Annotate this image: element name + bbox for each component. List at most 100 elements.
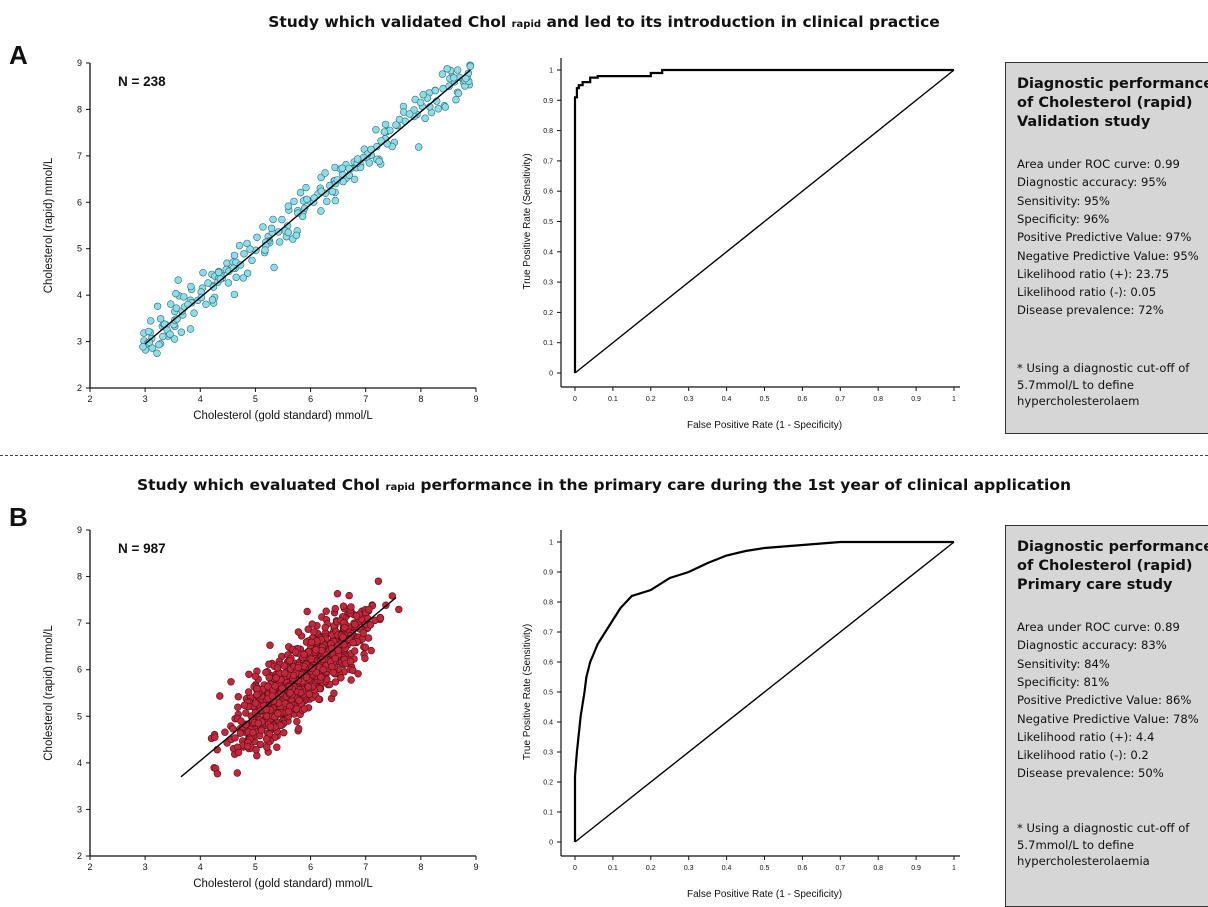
data-point <box>155 341 163 349</box>
data-point <box>236 261 245 269</box>
data-point <box>350 175 359 184</box>
data-point <box>300 650 308 659</box>
x-tick-label: 9 <box>473 862 478 872</box>
data-point <box>300 204 309 212</box>
data-point <box>302 673 311 682</box>
performance-box-a-line: Area under ROC curve: 0.99 <box>1017 157 1180 171</box>
data-point <box>317 673 325 681</box>
data-point <box>269 215 277 224</box>
x-tick-label: 0.4 <box>722 396 732 403</box>
panel-letter-b: B <box>9 502 28 532</box>
x-tick-label: 6 <box>308 862 313 872</box>
data-point <box>380 128 389 136</box>
y-tick-label: 8 <box>77 572 82 582</box>
data-point <box>187 282 195 291</box>
data-point <box>284 707 293 716</box>
data-point <box>302 183 310 192</box>
data-point <box>148 344 157 352</box>
data-point <box>364 634 373 642</box>
y-tick-label: 0.3 <box>543 280 553 287</box>
x-tick-label: 0.7 <box>835 865 845 872</box>
data-point <box>323 197 331 206</box>
data-point <box>174 276 182 284</box>
data-point <box>291 648 300 656</box>
performance-box-a-title: Diagnostic performance of Cholesterol (r… <box>1017 76 1208 130</box>
data-point <box>328 663 336 671</box>
data-point <box>239 274 248 282</box>
data-point <box>315 695 323 703</box>
data-point <box>208 296 217 304</box>
y-tick-label: 0.3 <box>543 750 553 757</box>
y-tick-label: 8 <box>77 104 82 114</box>
data-point <box>270 263 278 272</box>
regression-line <box>180 596 397 778</box>
data-point <box>248 256 256 265</box>
data-point <box>290 197 298 206</box>
data-point <box>259 223 267 231</box>
panel-letter-a: A <box>9 40 28 70</box>
data-point <box>388 592 396 600</box>
data-point <box>231 734 239 742</box>
data-point <box>361 643 369 651</box>
panel-b-title-post: performance in the primary care during t… <box>414 476 1072 494</box>
data-point <box>441 103 449 111</box>
data-point <box>450 74 458 82</box>
performance-box-a-line: Sensitivity: 95% <box>1017 193 1110 208</box>
performance-box-a-line: Negative Predictive Value: 95% <box>1017 248 1199 263</box>
y-axis-label: Cholesterol (rapid) mmol/L <box>43 157 55 293</box>
data-point <box>245 688 253 696</box>
x-tick-label: 6 <box>308 394 313 404</box>
data-point <box>240 250 248 258</box>
data-point <box>261 246 269 254</box>
x-tick-label: 3 <box>143 862 148 872</box>
data-point <box>365 159 373 167</box>
data-point <box>438 70 447 78</box>
data-point <box>221 728 229 736</box>
data-point <box>431 86 439 95</box>
data-point <box>303 195 311 204</box>
data-point <box>276 238 284 246</box>
data-point <box>354 670 362 678</box>
data-point <box>334 646 342 655</box>
data-point <box>322 607 330 615</box>
data-point <box>312 646 320 654</box>
data-point <box>266 723 275 731</box>
y-axis-label: True Positive Rate (Sensitivity) <box>522 624 533 760</box>
data-point <box>307 655 315 663</box>
y-tick-label: 0.7 <box>543 158 553 165</box>
data-point <box>304 683 312 691</box>
x-tick-label: 0.1 <box>608 865 618 872</box>
roc-curve <box>573 68 954 373</box>
data-point <box>328 187 337 196</box>
data-point <box>454 89 463 98</box>
data-point <box>333 589 342 598</box>
data-point <box>419 90 427 99</box>
data-point <box>303 607 311 616</box>
data-point <box>272 674 280 682</box>
performance-box-a-line: Positive Predictive Value: 97% <box>1017 230 1192 245</box>
performance-box-a-note: * Using a diagnostic cut-off of 5.7mmol/… <box>1017 361 1190 408</box>
data-point <box>317 207 325 215</box>
regression-line <box>144 69 471 345</box>
panel-a-title-post: and led to its introduction in clinical … <box>541 13 940 31</box>
data-point <box>366 621 375 629</box>
data-point <box>345 591 353 600</box>
y-tick-label: 9 <box>77 525 82 535</box>
data-point <box>253 691 261 699</box>
x-tick-label: 0 <box>573 396 577 403</box>
y-tick-label: 0.4 <box>543 249 553 256</box>
data-point <box>147 317 155 325</box>
data-point <box>265 673 273 682</box>
data-point <box>295 724 303 733</box>
data-point <box>263 743 271 751</box>
y-axis-label: Cholesterol (rapid) mmol/L <box>43 625 55 761</box>
data-point <box>392 121 400 129</box>
y-tick-label: 0.8 <box>543 600 553 607</box>
diagonal-reference-line <box>574 69 955 374</box>
performance-box-a-line: Likelihood ratio (+): 23.75 <box>1017 266 1170 281</box>
data-point <box>317 187 325 195</box>
data-point <box>295 696 303 705</box>
data-point <box>240 701 249 710</box>
data-point <box>256 740 265 749</box>
data-point <box>377 137 385 145</box>
